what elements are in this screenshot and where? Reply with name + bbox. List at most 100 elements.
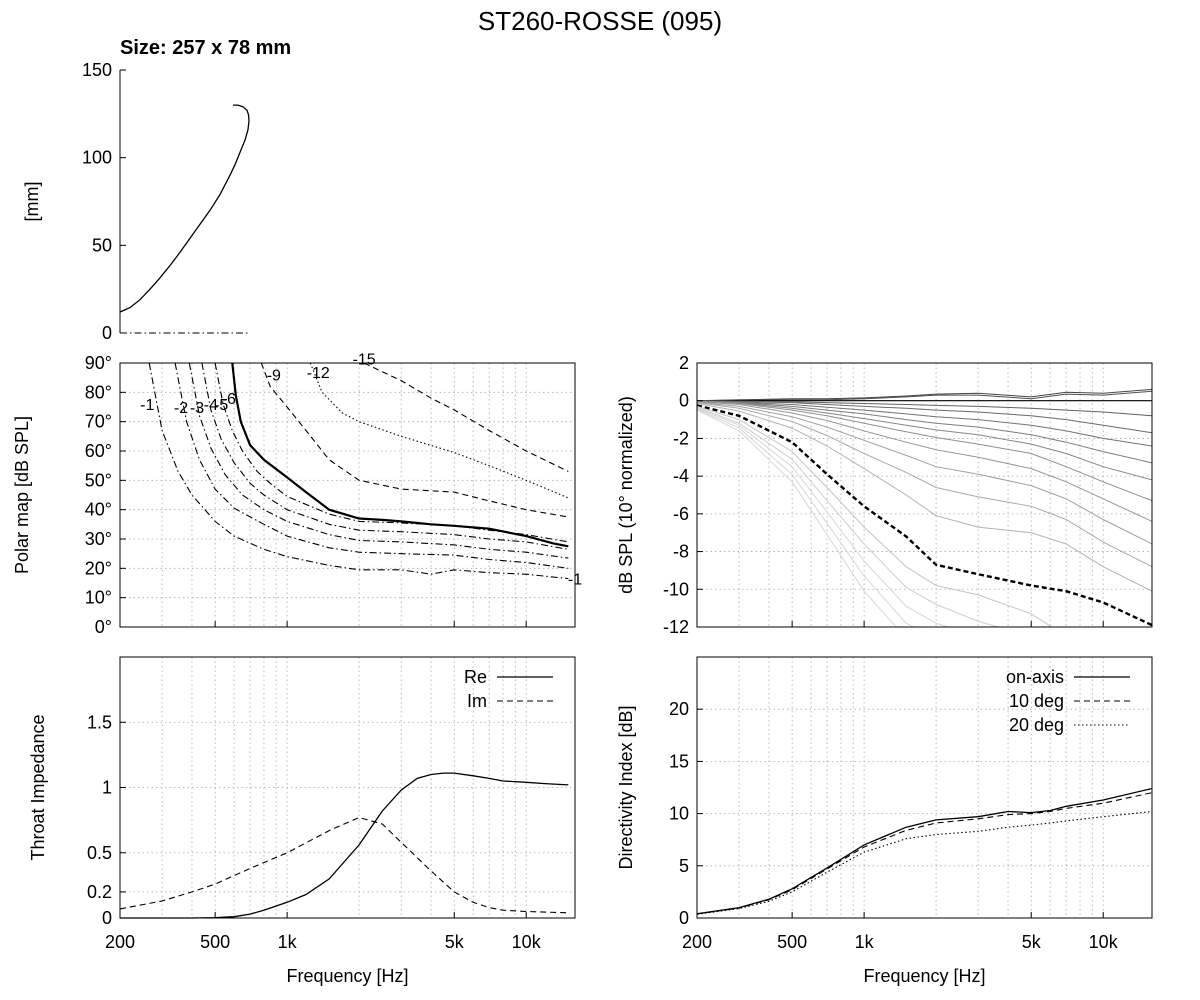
x-tick-label: 1k — [278, 932, 298, 952]
y-tick-label: 10° — [85, 588, 112, 608]
y-tick-label: -6 — [673, 504, 689, 524]
series-line — [260, 363, 569, 518]
y-tick-label: 15 — [669, 751, 689, 771]
throat_impedance-series — [119, 772, 569, 919]
series-line — [697, 400, 1152, 447]
y-tick-label: 100 — [82, 148, 112, 168]
series-line — [214, 363, 569, 543]
series-line — [697, 400, 1152, 502]
normalized_spl-ylabel: dB SPL (10° normalized) — [616, 396, 636, 594]
polar_map-yticks: 0° 10° 20° 30° 40° 50° 60° 70° 80° 90° — [85, 353, 126, 637]
y-tick-label: 0.2 — [87, 882, 112, 902]
series-line — [697, 400, 1152, 464]
chart-directivity_index: 0 5 10 15 20 200 500 1k 5k 10k Directivity Index [… — [616, 656, 1153, 986]
series-line — [697, 401, 1152, 522]
throat_impedance-xticks: 200 500 1k 5k 10k — [105, 912, 542, 952]
y-tick-label: 0 — [679, 391, 689, 411]
plots: 050100150[mm]0°10°20°30°40°50°60°70°80°9… — [12, 60, 1153, 986]
contour-label: -5 — [214, 397, 228, 414]
contour-label: -2 — [174, 400, 188, 417]
polar_map-grid — [120, 363, 575, 627]
contour-label: -3 — [190, 400, 204, 417]
y-tick-label: 50 — [92, 235, 112, 255]
contour-label: -9 — [267, 368, 281, 385]
chart-normalized_spl: -12 -10 -8 -6 -4 -2 0 2 dB SPL (10° normalized) — [616, 353, 1153, 637]
chart-throat_impedance: 0 0.2 0.5 1 1.5 200 500 1k 5k 10k Throat Impedance… — [28, 656, 576, 986]
series-line — [696, 792, 1153, 915]
normalized_spl-grid — [697, 363, 1152, 627]
contour-label: -4 — [204, 397, 218, 414]
y-tick-label: -10 — [663, 579, 689, 599]
legend-label: Im — [467, 691, 487, 711]
series-line — [697, 408, 915, 627]
contour-label: -12 — [307, 365, 330, 382]
y-tick-label: 150 — [82, 60, 112, 80]
profile-ylabel: [mm] — [22, 182, 42, 222]
y-tick-label: 40° — [85, 500, 112, 520]
directivity_index-xlabel: Frequency [Hz] — [863, 966, 985, 986]
polar_map-series — [148, 363, 569, 580]
directivity_index-grid — [697, 657, 1152, 918]
x-tick-label: 10k — [1089, 932, 1119, 952]
series-line — [697, 406, 1001, 627]
throat_impedance-legend: Re Im — [464, 667, 553, 711]
series-line — [697, 390, 1152, 402]
x-tick-label: 5k — [445, 932, 465, 952]
directivity_index-xticks: 200 500 1k 5k 10k — [682, 912, 1119, 952]
directivity_index-legend: on-axis 10 deg 20 deg — [1006, 667, 1130, 735]
y-tick-label: -2 — [673, 428, 689, 448]
polar_map-annotations: -1 -2 -3 -4-5-6 -9 -12 -15 -1 — [140, 352, 582, 589]
y-tick-label: 30° — [85, 529, 112, 549]
x-tick-label: 500 — [777, 932, 807, 952]
chart-polar_map: 0° 10° 20° 30° 40° 50° 60° 70° 80° 90° Polar map [… — [12, 352, 582, 637]
y-tick-label: -8 — [673, 542, 689, 562]
legend-label: on-axis — [1006, 667, 1064, 687]
profile-series — [119, 104, 250, 334]
normalized_spl-yticks: -12 -10 -8 -6 -4 -2 0 2 — [663, 353, 703, 637]
contour-label: -6 — [222, 391, 236, 408]
series-line — [697, 403, 1152, 592]
series-line — [119, 104, 250, 313]
x-tick-label: 10k — [512, 932, 542, 952]
y-tick-label: -12 — [663, 617, 689, 637]
series-line — [119, 816, 569, 914]
series-line — [697, 400, 1152, 434]
throat_impedance-grid — [120, 657, 575, 918]
y-tick-label: 0 — [102, 908, 112, 928]
directivity_index-ylabel: Directivity Index [dB] — [616, 705, 636, 869]
y-tick-label: 90° — [85, 353, 112, 373]
y-tick-label: 20° — [85, 558, 112, 578]
directivity_index-yticks: 0 5 10 15 20 — [669, 699, 703, 928]
y-tick-label: 60° — [85, 441, 112, 461]
figure-subtitle: Size: 257 x 78 mm — [120, 37, 291, 59]
series-line — [120, 772, 569, 919]
x-tick-label: 200 — [682, 932, 712, 952]
series-line — [697, 402, 1152, 568]
y-tick-label: 50° — [85, 470, 112, 490]
contour-label: -1 — [568, 572, 582, 589]
series-line — [697, 400, 1152, 417]
legend-label: 10 deg — [1009, 691, 1064, 711]
series-line — [697, 388, 1152, 402]
series-line — [697, 400, 1152, 481]
series-line — [231, 363, 569, 548]
polar_map-xticks — [119, 621, 527, 627]
throat_impedance-xlabel: Frequency [Hz] — [286, 966, 408, 986]
legend-label: Re — [464, 667, 487, 687]
series-line — [188, 363, 569, 559]
normalized_spl-xticks — [696, 621, 1104, 627]
series-line — [148, 363, 569, 580]
x-tick-label: 1k — [855, 932, 875, 952]
series-line — [697, 401, 1152, 545]
y-tick-label: 20 — [669, 699, 689, 719]
x-tick-label: 200 — [105, 932, 135, 952]
x-tick-label: 500 — [200, 932, 230, 952]
directivity_index-frame — [696, 656, 1153, 919]
legend-label: 20 deg — [1009, 715, 1064, 735]
y-tick-label: 0° — [95, 617, 112, 637]
contour-label: -1 — [140, 397, 154, 414]
polar_map-ylabel: Polar map [dB SPL] — [12, 416, 32, 574]
chart-profile: 0 50 100 150 [mm] — [22, 60, 250, 343]
series-line — [696, 810, 1153, 915]
